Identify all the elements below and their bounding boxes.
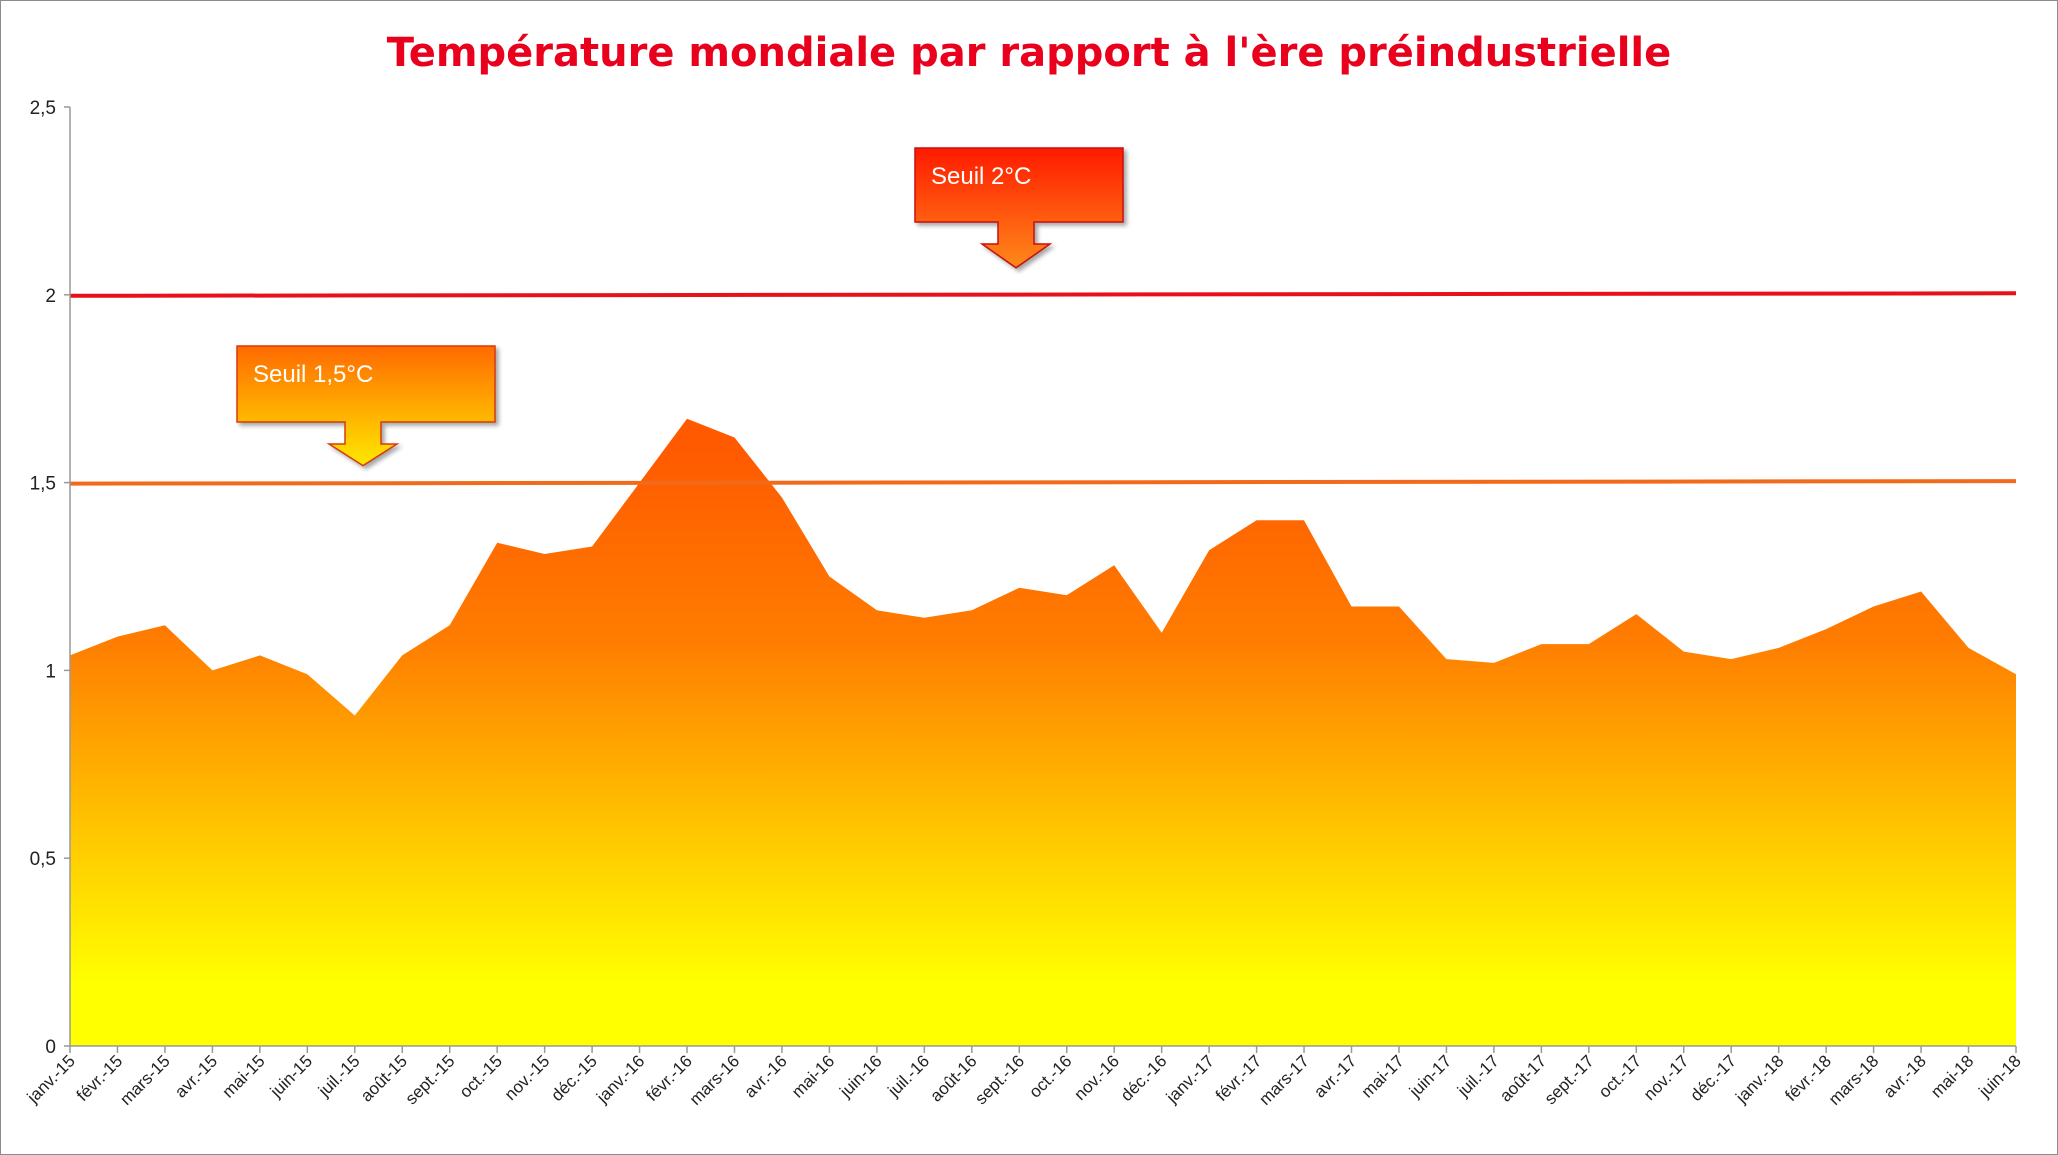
callout-threshold-1-5-label: Seuil 1,5°C [253,361,373,388]
y-tick-label: 2 [45,286,56,307]
callout-threshold-1-5-shape [236,345,496,467]
y-tick-label: 0 [45,1037,56,1058]
y-tick-label: 0,5 [30,849,56,870]
threshold-layer [69,291,2017,486]
area-layer [70,418,2016,1046]
threshold-line-2 [69,479,2017,486]
callout-threshold-1-5: Seuil 1,5°C [236,345,496,467]
y-tick-label: 1,5 [30,474,56,495]
callout-threshold-2-label: Seuil 2°C [931,163,1031,190]
y-tick-label: 1 [45,661,56,682]
callout-threshold-2-shape [914,147,1124,269]
callout-layer: Seuil 2°C Seuil 1,5°C [236,147,1124,467]
y-tick-label: 2,5 [30,98,56,119]
callout-threshold-2: Seuil 2°C [914,147,1124,269]
threshold-line-1 [69,291,2017,298]
series-area [70,418,2016,1046]
chart-title: Température mondiale par rapport à l'ère… [387,30,1672,76]
